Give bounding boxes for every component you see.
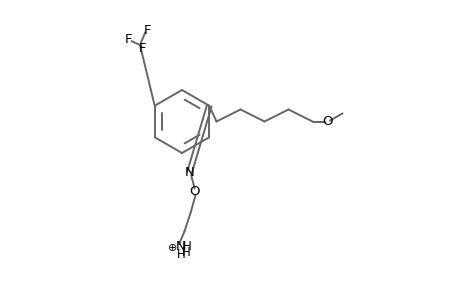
Text: N: N: [175, 240, 185, 253]
Text: ⊕: ⊕: [168, 243, 177, 253]
Text: H: H: [181, 245, 190, 259]
Text: F: F: [124, 33, 132, 46]
Text: N: N: [184, 166, 194, 179]
Text: F: F: [138, 42, 146, 56]
Text: O: O: [189, 185, 199, 198]
Text: H: H: [176, 248, 185, 261]
Text: O: O: [321, 115, 332, 128]
Text: H: H: [182, 240, 191, 253]
Text: F: F: [143, 23, 151, 37]
